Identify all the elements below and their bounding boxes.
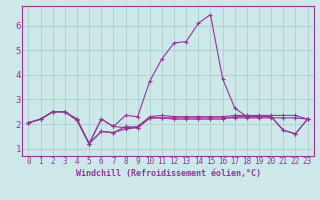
X-axis label: Windchill (Refroidissement éolien,°C): Windchill (Refroidissement éolien,°C)	[76, 169, 260, 178]
